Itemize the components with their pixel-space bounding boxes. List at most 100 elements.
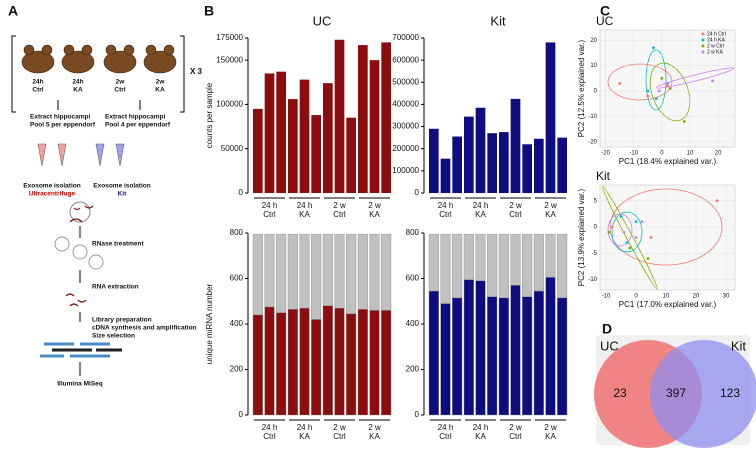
arrow xyxy=(57,100,141,110)
x-tick-label: KA xyxy=(545,432,556,441)
bar xyxy=(381,42,391,193)
y-tick-label: 200 xyxy=(406,365,420,374)
bar xyxy=(557,137,567,193)
y-axis-label: PC2 (12.5% explained var.) xyxy=(577,39,586,137)
y-tick-label: -10 xyxy=(588,114,597,120)
x-tick-label: 24 h xyxy=(297,423,313,432)
y-tick-label: 700000 xyxy=(392,33,419,42)
step: Extract hippocampi xyxy=(105,114,166,121)
point xyxy=(682,120,686,123)
legend-label: 24 h Ctrl xyxy=(707,31,726,37)
y-tick-label: 50000 xyxy=(221,144,244,153)
point xyxy=(711,79,714,83)
reads xyxy=(40,342,122,358)
group-label: 24h xyxy=(32,79,43,86)
x-tick-label: 24 h xyxy=(438,423,454,432)
point xyxy=(666,84,669,88)
x-tick-label: -10 xyxy=(629,151,638,157)
x-tick-label: 10 xyxy=(687,151,694,157)
point xyxy=(619,215,623,218)
workflow: 24h Ctrl 24h KA 2w Ctrl 2w KA X 3 Extrac… xyxy=(11,35,203,388)
point xyxy=(640,220,644,224)
bar xyxy=(288,99,298,193)
exosomes xyxy=(69,201,94,223)
set-circle xyxy=(650,340,756,448)
bar-segment xyxy=(252,233,263,316)
bar-segment xyxy=(276,312,287,416)
step: Exosome isolation xyxy=(93,183,150,190)
y-tick-label: 800 xyxy=(406,228,420,237)
legend-label: 2 w KA xyxy=(707,49,724,55)
x-tick-label: 24 h xyxy=(262,201,278,210)
bar xyxy=(464,116,474,193)
bar-segment xyxy=(510,285,521,416)
y-tick-label: 175000 xyxy=(216,33,243,42)
y-tick-label: 500000 xyxy=(392,77,419,86)
y-tick-label: 10 xyxy=(590,63,597,69)
bar xyxy=(487,133,497,193)
bar-segment xyxy=(346,313,357,416)
chart-title: Kit xyxy=(490,13,506,28)
bar xyxy=(276,71,286,193)
point xyxy=(715,199,719,203)
bar-segment xyxy=(498,297,509,416)
step: cDNA synthesis and amplification xyxy=(92,325,197,332)
point xyxy=(618,82,622,85)
bar-segment xyxy=(428,233,439,292)
panel-label: B xyxy=(204,3,214,19)
bar xyxy=(299,79,310,193)
bracket xyxy=(11,35,185,113)
bar-segment xyxy=(533,233,544,292)
x-tick-label: Ctrl xyxy=(509,210,522,219)
bar xyxy=(311,115,321,193)
bar xyxy=(358,45,368,194)
replicates: X 3 xyxy=(190,67,203,76)
bar-segment xyxy=(557,297,568,416)
bar-segment xyxy=(381,233,392,311)
y-axis-label: unique miRNA number xyxy=(205,283,214,364)
point xyxy=(649,236,653,239)
y-tick-label: 100000 xyxy=(216,100,243,109)
legend-marker xyxy=(701,50,705,54)
group-label: Ctrl xyxy=(114,87,125,94)
x-tick-label: KA xyxy=(475,210,486,219)
bar-segment xyxy=(428,290,439,416)
bar-segment xyxy=(322,305,333,416)
x-tick-label: KA xyxy=(299,432,310,441)
x-tick-label: Ctrl xyxy=(263,210,276,219)
y-tick-label: 5 xyxy=(594,198,598,204)
step: Library preparation xyxy=(92,317,152,324)
bar xyxy=(369,60,380,194)
bar xyxy=(323,83,333,193)
x-tick-label: 2 w xyxy=(333,423,346,432)
x-tick-label: 10 xyxy=(663,294,670,300)
x-tick-label: Ctrl xyxy=(439,432,452,441)
x-tick-label: 30 xyxy=(723,294,730,300)
x-tick-label: KA xyxy=(475,432,486,441)
bar-segment xyxy=(557,233,568,299)
y-tick-label: 0 xyxy=(415,188,420,197)
bar-segment xyxy=(522,233,533,297)
x-tick-label: Ctrl xyxy=(333,432,346,441)
bar xyxy=(440,158,451,193)
point xyxy=(646,257,650,260)
chart-title: Kit xyxy=(596,169,611,183)
bar-segment xyxy=(452,297,463,416)
set-label: Kit xyxy=(731,338,747,353)
point xyxy=(625,241,629,245)
bar xyxy=(429,128,439,193)
y-tick-label: 20 xyxy=(590,38,597,44)
x-tick-label: 24 h xyxy=(473,423,489,432)
x-tick-label: 24 h xyxy=(262,423,278,432)
x-tick-label: 24 h xyxy=(438,201,454,210)
x-tick-label: 2 w xyxy=(544,423,557,432)
bar-segment xyxy=(475,233,486,281)
point xyxy=(610,225,614,229)
group-label: 2w xyxy=(116,79,126,86)
y-tick-label: 200000 xyxy=(392,144,419,153)
bar-segment xyxy=(311,233,322,320)
point xyxy=(646,94,650,98)
x-tick-label: 0 xyxy=(660,151,664,157)
legend-marker xyxy=(701,38,705,42)
